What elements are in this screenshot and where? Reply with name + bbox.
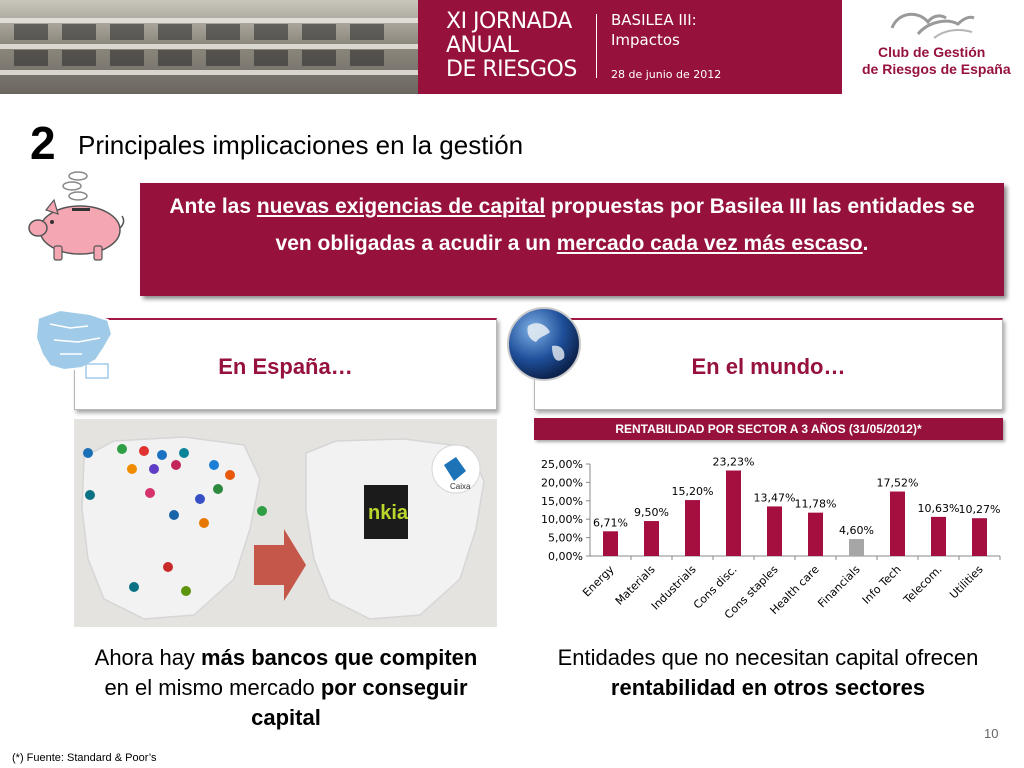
event-subtitle: BASILEA III: Impactos (611, 10, 697, 50)
event-title-line: DE RIESGOS (446, 57, 577, 82)
bar (849, 539, 864, 556)
spain-panel: En España… (74, 318, 497, 410)
data-label: 23,23% (713, 456, 755, 469)
banner-text: propuestas por Basilea III las entidades… (275, 195, 975, 255)
y-tick-label: 20,00% (541, 476, 583, 489)
caption-emphasis: rentabilidad en otros sectores (610, 675, 926, 700)
event-subtitle-line: BASILEA III: (611, 11, 697, 29)
banner-emphasis: nuevas exigencias de capital (256, 195, 546, 218)
section-number: 2 (30, 117, 56, 169)
data-label: 17,52% (877, 477, 919, 490)
bank-logo-dots (83, 444, 267, 596)
x-tick-label: Financials (815, 563, 862, 610)
world-panel-title: En el mundo… (691, 354, 846, 379)
banner-emphasis: mercado cada vez más escaso (556, 232, 863, 255)
caption-emphasis: más bancos que compiten (201, 645, 478, 670)
globe-icon (507, 307, 581, 381)
data-label: 9,50% (634, 506, 669, 519)
bar (644, 521, 659, 556)
banner-text: . (862, 232, 869, 255)
bar (972, 518, 987, 556)
spain-map-icon (34, 308, 114, 379)
key-message-banner: Ante las nuevas exigencias de capital pr… (140, 183, 1004, 296)
bar (685, 500, 700, 556)
y-tick-label: 10,00% (541, 513, 583, 526)
logo-text-line: Club de Gestión (878, 44, 986, 60)
x-tick-label: Info Tech (860, 563, 904, 607)
page-number: 10 (984, 726, 999, 741)
spain-banks-maps: nkia Caixa (74, 419, 497, 627)
event-subtitle-line: Impactos (611, 31, 680, 49)
bar (808, 512, 823, 556)
caption-text: Entidades que no necesitan capital ofrec… (557, 645, 979, 670)
caixa-logo-text: Caixa (450, 482, 471, 491)
bar (603, 531, 618, 556)
club-logo: Club de Gestión de Riesgos de España (842, 0, 1024, 94)
data-label: 13,47% (754, 491, 796, 504)
event-title: XI JORNADA ANUAL DE RIESGOS (446, 10, 577, 82)
bar (767, 506, 782, 556)
caption-text: en el mismo mercado (104, 675, 321, 700)
club-logo-icon (890, 12, 975, 39)
x-tick-label: Energy (580, 563, 617, 600)
banner-text: Ante las (169, 195, 257, 218)
chart-title: RENTABILIDAD POR SECTOR A 3 AÑOS (31/05/… (534, 418, 1003, 440)
y-tick-label: 15,00% (541, 495, 583, 508)
caption-text: Ahora hay (94, 645, 202, 670)
data-label: 11,78% (795, 498, 837, 511)
x-tick-label: Utilities (947, 563, 986, 602)
x-tick-label: Telecom. (900, 563, 944, 607)
header-divider (596, 14, 597, 78)
source-footnote: (*) Fuente: Standard & Poor’s (12, 752, 157, 764)
section-title: Principales implicaciones en la gestión (78, 130, 524, 160)
event-title-line: XI JORNADA (446, 9, 572, 34)
bar (726, 470, 741, 556)
sector-return-chart: 0,00% 5,00% 10,00% 15,00% 20,00% 25,00% 6,71% E… (541, 456, 1001, 622)
caption-emphasis: por conseguir capital (251, 675, 468, 730)
logo-text-line: de Riesgos de España (862, 61, 1011, 77)
spain-maps-illustration: nkia Caixa (81, 436, 485, 620)
y-tick-label: 0,00% (548, 550, 583, 563)
bar (931, 516, 946, 556)
data-label: 6,71% (593, 516, 628, 529)
data-label: 10,27% (959, 503, 1001, 516)
data-label: 15,20% (672, 485, 714, 498)
event-date: 28 de junio de 2012 (611, 68, 722, 81)
x-tick-label: Industrials (649, 563, 699, 613)
event-title-line: ANUAL (446, 33, 519, 58)
y-tick-label: 25,00% (541, 458, 583, 471)
world-caption: Entidades que no necesitan capital ofrec… (548, 643, 988, 703)
header-building-photo (0, 0, 418, 94)
spain-caption: Ahora hay más bancos que compiten en el … (86, 643, 486, 733)
data-label: 4,60% (839, 524, 874, 537)
spain-panel-title: En España… (218, 354, 353, 379)
bankia-logo-text: nkia (368, 502, 409, 524)
bar (890, 491, 905, 556)
world-panel: En el mundo… (534, 318, 1003, 410)
event-banner: XI JORNADA ANUAL DE RIESGOS BASILEA III:… (418, 0, 842, 94)
y-tick-label: 5,00% (548, 532, 583, 545)
data-label: 10,63% (918, 502, 960, 515)
piggy-bank-icon (28, 171, 125, 261)
